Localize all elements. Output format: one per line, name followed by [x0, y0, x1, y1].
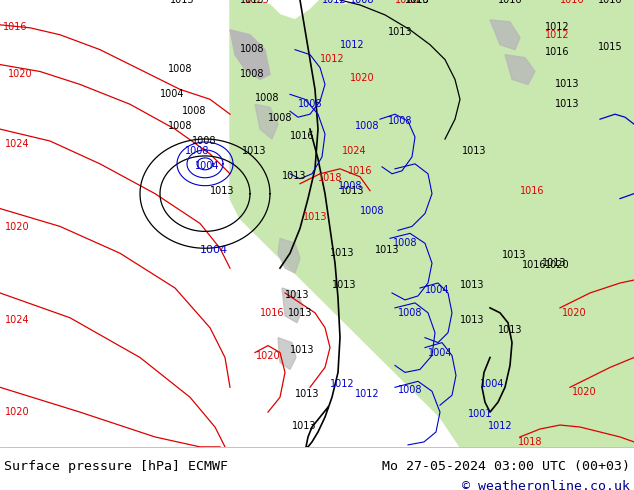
Text: 1013: 1013 [242, 146, 266, 156]
Text: 1013: 1013 [282, 171, 306, 181]
Text: 1008: 1008 [298, 99, 323, 109]
Text: 1013: 1013 [375, 245, 399, 255]
Text: Mo 27-05-2024 03:00 UTC (00+03): Mo 27-05-2024 03:00 UTC (00+03) [382, 460, 630, 473]
Text: 1008: 1008 [388, 116, 413, 126]
Text: 1016: 1016 [290, 131, 314, 141]
Text: 1013: 1013 [555, 79, 579, 89]
Text: 1016: 1016 [560, 0, 585, 5]
Text: 1013: 1013 [460, 315, 484, 325]
Text: 1024: 1024 [5, 139, 30, 149]
Text: 1012: 1012 [355, 389, 380, 399]
Text: 1001: 1001 [468, 409, 493, 419]
Text: 1008: 1008 [192, 136, 216, 146]
Text: 1024: 1024 [342, 146, 366, 156]
Text: 1013: 1013 [210, 186, 235, 196]
Text: 1016: 1016 [3, 22, 27, 32]
Text: 1008: 1008 [240, 70, 264, 79]
Text: 1013: 1013 [502, 250, 526, 260]
Text: 1020: 1020 [350, 74, 375, 83]
Text: 1004: 1004 [428, 347, 453, 358]
Text: 1025: 1025 [245, 0, 269, 5]
Text: 1008: 1008 [168, 64, 193, 74]
Text: 1018: 1018 [518, 437, 543, 447]
Text: 1013: 1013 [340, 186, 365, 196]
Text: 1016: 1016 [522, 260, 547, 270]
Text: 1020: 1020 [545, 260, 569, 270]
Text: © weatheronline.co.uk: © weatheronline.co.uk [462, 480, 630, 490]
Text: 1013: 1013 [498, 325, 522, 335]
Text: 1024: 1024 [5, 315, 30, 325]
Polygon shape [505, 54, 535, 84]
Text: 1016: 1016 [520, 186, 545, 196]
Text: 1008: 1008 [185, 146, 209, 156]
Polygon shape [278, 338, 296, 369]
Text: 1013: 1013 [240, 0, 264, 5]
Text: 1016: 1016 [260, 308, 285, 318]
Text: 1008: 1008 [240, 44, 264, 53]
Text: 1013: 1013 [295, 389, 320, 399]
Text: 1013: 1013 [332, 280, 356, 290]
Text: 1018: 1018 [318, 173, 342, 183]
Text: 1008: 1008 [398, 308, 422, 318]
Text: 1008: 1008 [350, 0, 375, 5]
Text: 1012: 1012 [545, 30, 569, 40]
Polygon shape [230, 30, 270, 79]
Text: 1008: 1008 [398, 385, 422, 395]
Text: Surface pressure [hPa] ECMWF: Surface pressure [hPa] ECMWF [4, 460, 228, 473]
Text: 1016: 1016 [395, 0, 420, 5]
Text: 1012: 1012 [545, 22, 569, 32]
Text: 1013: 1013 [542, 258, 567, 268]
Text: 1013: 1013 [290, 344, 314, 355]
Text: 1013: 1013 [303, 213, 328, 222]
Text: 1015: 1015 [598, 42, 623, 51]
Text: 1016: 1016 [545, 47, 569, 57]
Text: 1016: 1016 [348, 166, 373, 176]
Text: 1013: 1013 [330, 248, 354, 258]
Text: 1008: 1008 [268, 113, 292, 123]
Polygon shape [282, 288, 303, 323]
Text: 1008: 1008 [255, 93, 280, 103]
Text: 1013: 1013 [292, 421, 316, 431]
Text: 1013: 1013 [285, 290, 309, 300]
Text: 1016: 1016 [598, 0, 623, 5]
Text: 1004: 1004 [160, 89, 184, 99]
Text: 1004: 1004 [480, 379, 505, 389]
Text: 1008: 1008 [393, 238, 418, 248]
Text: 1012: 1012 [322, 0, 347, 5]
Text: 1016: 1016 [498, 0, 522, 5]
Text: 1012: 1012 [488, 421, 513, 431]
Text: 1020: 1020 [5, 222, 30, 232]
Text: 1004: 1004 [200, 245, 228, 255]
Text: 1012: 1012 [320, 53, 345, 64]
Text: 1020: 1020 [256, 351, 281, 362]
Text: 1008: 1008 [168, 121, 193, 131]
Polygon shape [230, 99, 280, 159]
Polygon shape [255, 104, 278, 139]
Text: 1013: 1013 [462, 146, 486, 156]
Text: 1025: 1025 [405, 0, 430, 5]
Text: 1012: 1012 [340, 40, 365, 49]
Text: 1013: 1013 [388, 27, 413, 37]
Text: 1008: 1008 [338, 181, 363, 191]
Text: 1020: 1020 [562, 308, 586, 318]
Text: 1016: 1016 [405, 0, 429, 5]
Text: 1020: 1020 [5, 407, 30, 417]
Polygon shape [230, 0, 634, 447]
Polygon shape [490, 20, 520, 49]
Text: 1008: 1008 [182, 106, 207, 116]
Text: 1013: 1013 [170, 0, 195, 5]
Text: 1004: 1004 [425, 285, 450, 295]
Text: 1013: 1013 [555, 99, 579, 109]
Polygon shape [570, 0, 634, 20]
Text: 1012: 1012 [330, 379, 354, 389]
Polygon shape [230, 0, 315, 99]
Text: 1004: 1004 [195, 161, 219, 171]
Text: 1008: 1008 [355, 121, 380, 131]
Text: 1020: 1020 [572, 387, 597, 397]
Text: 1013: 1013 [288, 308, 313, 318]
Text: 1020: 1020 [8, 70, 32, 79]
Text: 1013: 1013 [460, 280, 484, 290]
Polygon shape [278, 238, 300, 273]
Text: 1008: 1008 [360, 205, 384, 216]
